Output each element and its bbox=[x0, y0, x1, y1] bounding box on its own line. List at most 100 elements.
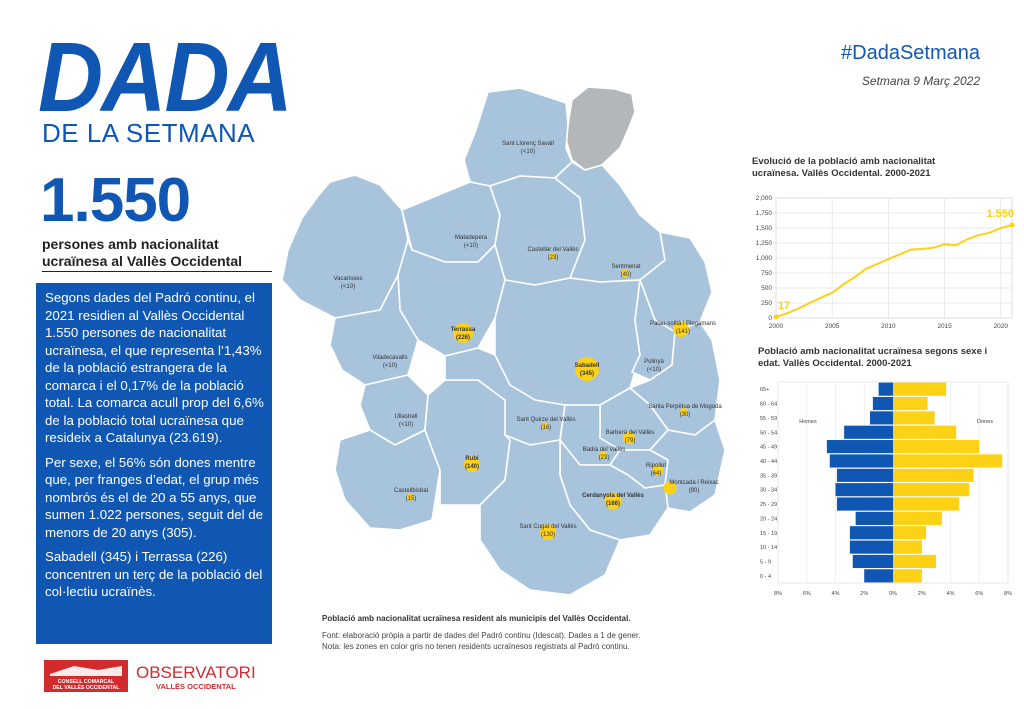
map-label-name: Matadepera bbox=[455, 235, 488, 241]
map-bubble bbox=[453, 323, 473, 343]
hashtag: #DadaSetmana bbox=[841, 42, 980, 64]
map-label-value: (130) bbox=[541, 532, 555, 538]
map-bubble bbox=[623, 432, 635, 444]
y-tick-label: 500 bbox=[761, 285, 772, 292]
map-label-name: Montcada i Reixac bbox=[669, 480, 718, 486]
map-label-name: Terrassa bbox=[451, 327, 476, 333]
y-tick-label: 1,500 bbox=[756, 225, 773, 232]
summary-paragraph: Sabadell (345) i Terrassa (226) concentr… bbox=[45, 549, 263, 599]
x-tick-label: 2010 bbox=[881, 323, 896, 330]
age-group-label: 50 - 54 bbox=[760, 430, 777, 436]
summary-paragraph: Per sexe, el 56% són dones mentre que, p… bbox=[45, 454, 264, 540]
map-bubble bbox=[575, 357, 599, 381]
bar-women bbox=[893, 497, 960, 511]
bar-men bbox=[844, 425, 893, 439]
bar-men bbox=[849, 540, 893, 554]
bar-men bbox=[849, 526, 893, 540]
summary-paragraph: Segons dades del Padró continu, el 2021 … bbox=[45, 290, 264, 445]
age-group-label: 40 - 44 bbox=[760, 459, 777, 465]
bar-men bbox=[836, 468, 893, 482]
map-label-value: (166) bbox=[606, 501, 620, 507]
map-bubble bbox=[599, 451, 607, 459]
age-group-label: 25 - 29 bbox=[760, 502, 777, 508]
map-label-name: Santa Perpètua de Mogoda bbox=[648, 404, 722, 410]
x-tick-label: 2005 bbox=[825, 323, 840, 330]
x-tick-label: 8% bbox=[1004, 591, 1012, 597]
svg-text:DEL VALLÈS OCCIDENTAL: DEL VALLÈS OCCIDENTAL bbox=[53, 683, 121, 691]
map-label-value: (226) bbox=[456, 335, 470, 341]
map-bubble bbox=[673, 321, 689, 337]
map-region bbox=[494, 277, 641, 406]
y-tick-label: 1,250 bbox=[756, 240, 773, 247]
map-label-value: (23) bbox=[599, 455, 610, 461]
map-label-name: Castellar del Vallès bbox=[528, 247, 579, 253]
age-group-label: 65+ bbox=[760, 387, 769, 393]
map-label-value: (40) bbox=[621, 272, 632, 278]
bar-women bbox=[893, 540, 922, 554]
bar-women bbox=[893, 440, 980, 454]
y-tick-label: 2,000 bbox=[756, 195, 773, 202]
bar-women bbox=[893, 554, 937, 569]
divider bbox=[42, 271, 272, 272]
municipalities-map: Sant Llorenç Savall (<10) Matadepera (<1… bbox=[281, 86, 726, 596]
map-bubble bbox=[680, 408, 688, 416]
map-label-value: (64) bbox=[651, 471, 662, 477]
map-caption: Població amb nacionalitat ucraïnesa resi… bbox=[322, 614, 631, 623]
map-label-name: Sentmenat bbox=[611, 264, 640, 270]
end-value-label: 1.550 bbox=[986, 208, 1014, 220]
svg-text:CONSELL COMARCAL: CONSELL COMARCAL bbox=[58, 679, 115, 685]
map-label-name: Badia del Vallès bbox=[583, 447, 626, 453]
legend-women: Dones bbox=[977, 419, 993, 425]
map-label-name: Polinyà bbox=[644, 359, 664, 365]
map-label-value: (23) bbox=[548, 255, 559, 261]
y-tick-label: 750 bbox=[761, 270, 772, 277]
map-label-value: (<10) bbox=[399, 422, 413, 428]
x-tick-label: 4% bbox=[832, 591, 840, 597]
x-tick-label: 2020 bbox=[994, 323, 1009, 330]
map-region bbox=[479, 434, 621, 596]
x-tick-label: 4% bbox=[947, 591, 955, 597]
age-group-label: 5 - 9 bbox=[760, 559, 771, 565]
map-label-name: Barberà del Vallès bbox=[606, 430, 655, 436]
bar-women bbox=[893, 454, 1003, 468]
bar-men bbox=[836, 497, 893, 511]
map-bubble bbox=[652, 464, 664, 476]
map-label-value: (30) bbox=[680, 412, 691, 418]
source-note: Font: elaboració pròpia a partir de dade… bbox=[322, 631, 641, 640]
x-tick-label: 6% bbox=[975, 591, 983, 597]
bar-women bbox=[893, 511, 942, 525]
y-tick-label: 1,750 bbox=[756, 210, 773, 217]
map-label-name: Sabadell bbox=[575, 363, 600, 369]
y-tick-label: 250 bbox=[761, 300, 772, 307]
map-label-name: Sant Llorenç Savall bbox=[502, 141, 554, 147]
map-bubble bbox=[464, 456, 480, 472]
week-date: Setmana 9 Març 2022 bbox=[861, 74, 980, 88]
map-label-value: (141) bbox=[676, 329, 690, 335]
age-group-label: 45 - 49 bbox=[760, 445, 777, 451]
bar-men bbox=[870, 411, 893, 425]
data-point bbox=[1009, 222, 1015, 228]
map-label-name: Ripollet bbox=[646, 463, 666, 469]
x-tick-label: 6% bbox=[803, 591, 811, 597]
bar-women bbox=[893, 425, 957, 439]
x-tick-label: 8% bbox=[774, 591, 782, 597]
map-region bbox=[401, 181, 501, 263]
map-label-name: Sant Quirze del Vallès bbox=[517, 417, 576, 423]
svg-text:OBSERVATORI: OBSERVATORI bbox=[136, 663, 256, 682]
pyramid-chart-title: Població amb nacionalitat ucraïnesa sego… bbox=[758, 346, 988, 369]
x-tick-label: 2015 bbox=[937, 323, 952, 330]
map-region bbox=[489, 175, 586, 286]
map-label-value: (90) bbox=[689, 488, 700, 494]
map-region bbox=[334, 429, 441, 531]
bar-men bbox=[855, 511, 893, 525]
page-title: DADA bbox=[38, 22, 293, 132]
bar-men bbox=[826, 440, 893, 454]
map-zone-grey bbox=[565, 86, 636, 171]
map-label-name: Sant Cugat del Vallès bbox=[519, 524, 576, 530]
summary-box: Segons dades del Padró continu, el 2021 … bbox=[36, 283, 272, 644]
x-tick-label: 2% bbox=[860, 591, 868, 597]
map-label-value: (<10) bbox=[521, 149, 535, 155]
map-label-name: Ullastrell bbox=[394, 414, 417, 420]
page-subtitle: DE LA SETMANA bbox=[42, 118, 256, 148]
consell-comarcal-logo: CONSELL COMARCAL DEL VALLÈS OCCIDENTAL bbox=[44, 660, 128, 692]
